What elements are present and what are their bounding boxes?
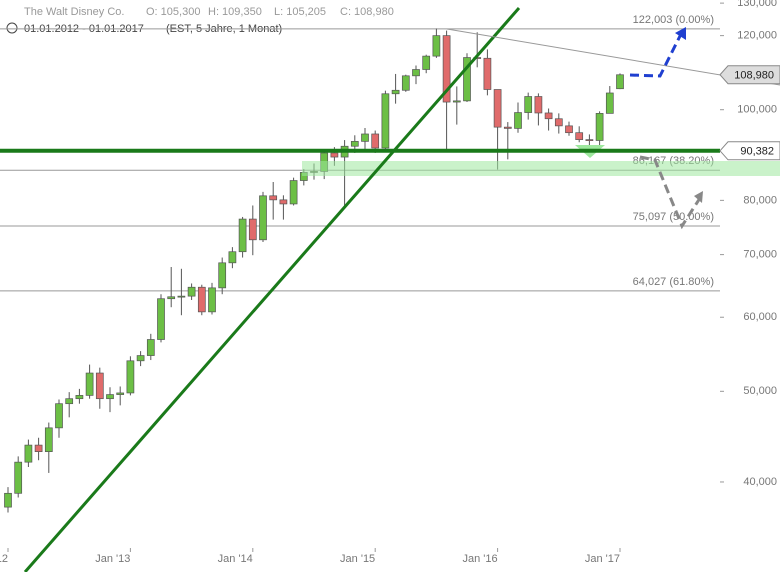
y-tick-label: 130,000 [737,0,777,9]
candle-body [187,286,196,297]
candle-body [524,96,533,113]
candle-body [116,392,125,395]
candle-body [136,355,145,362]
price-tag [719,65,780,85]
candle-body [554,118,563,127]
candle-body [565,125,573,134]
candle-body [483,57,492,90]
scenario-arrow [629,31,684,78]
candle-body [259,195,267,241]
trend-line [23,7,521,572]
candle-body [14,461,23,494]
chart-title: The Walt Disney Co. [24,6,124,18]
quote-open: O: 105,300 [146,6,200,18]
arrow-head [694,191,703,203]
candle-body [197,286,206,313]
arrow-head [675,27,686,40]
candle-body [75,395,84,400]
candle-body [514,112,522,129]
candle-body [371,133,380,149]
candle-body [248,218,257,241]
candle-body [330,152,339,158]
candle-body [616,74,624,90]
candle-body [44,427,53,452]
candle-body [167,296,176,300]
candle-body [289,180,298,205]
candle-body [493,89,502,128]
y-tick-label: 40,000 [743,476,777,488]
price-tag-label: 108,980 [734,70,774,82]
y-tick-label: 60,000 [743,311,777,323]
candle-body [34,444,43,452]
y-tick-label: 50,000 [743,385,777,397]
candle-body [228,251,237,264]
x-tick-label: Jan '12 [0,553,8,565]
candle-body [269,195,278,201]
candle-body [279,199,288,205]
candle-body [544,112,553,120]
candle-body [595,113,604,141]
price-tag [719,141,780,161]
quote-close: C: 108,980 [340,6,394,18]
level-label: 75,097 (50.00%) [633,211,714,223]
candle-body [55,403,63,429]
candle-body [106,394,114,400]
y-tick-label: 70,000 [743,249,777,261]
candle-body [126,360,135,394]
quote-high: H: 109,350 [208,6,262,18]
candle-body [350,141,359,147]
candle-body [157,298,165,340]
candle-body [24,444,33,463]
candle-body [85,372,94,396]
x-tick-label: Jan '13 [95,553,130,565]
candle-body [503,126,512,129]
candle-body [4,492,12,508]
candle-body [401,75,410,91]
candle-body [391,89,400,95]
candle-body [432,35,441,57]
candle-body [452,100,461,103]
level-label: 122,003 (0.00%) [633,14,714,26]
quote-low: L: 105,205 [274,6,326,18]
y-tick-label: 80,000 [743,194,777,206]
candle-body [361,133,369,142]
clock-icon [6,22,18,34]
candle-body [146,339,155,356]
x-tick-label: Jan '15 [340,553,375,565]
candle-body [575,132,584,140]
x-tick-label: Jan '16 [462,553,497,565]
candle-body [585,139,594,141]
candle-body [412,69,420,77]
candle-body [442,35,451,103]
y-tick-label: 120,000 [737,30,777,42]
scenario-arrow [639,155,702,230]
candle-body [218,262,227,289]
x-tick-label: Jan '14 [218,553,253,565]
price-tag-label: 90,382 [740,146,774,158]
y-tick-label: 100,000 [737,104,777,116]
candle-body [422,55,431,70]
candle-body [177,295,186,298]
candle-body [534,96,543,114]
candle-body [238,218,247,253]
candle-body [208,287,216,313]
candle-body [605,92,614,114]
candle-body [463,57,471,102]
x-tick-label: Jan '17 [585,553,620,565]
candle-body [381,93,390,149]
candle-body [65,398,74,405]
level-label: 64,027 (61.80%) [633,276,714,288]
candle-body [95,372,104,400]
